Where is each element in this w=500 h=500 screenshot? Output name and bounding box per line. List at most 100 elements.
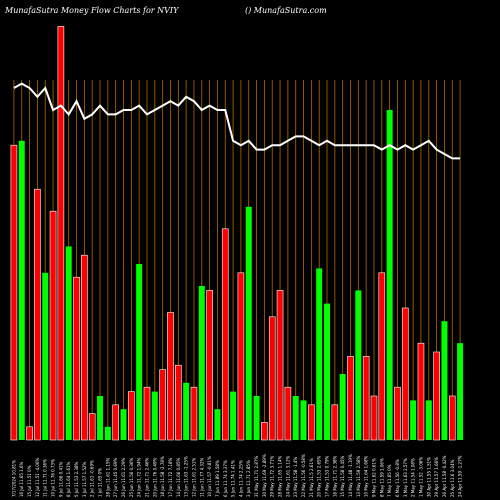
x-tick-label: 30 Apr 11.55 1.51% [426,457,431,497]
flow-bar [370,395,378,441]
x-tick-label: 21 Jun 11.71 2.46% [144,457,149,497]
x-tick-label: 11 Jul 11.71 0.36% [43,459,48,497]
x-tick-label: 23 May 11.58 -1.4% [293,457,298,497]
x-tick-label: 28 May 11.65 1.14% [278,455,283,497]
x-tick-label: 30 May 11.69 -2.89% [262,454,267,497]
x-tick-label: 25 Jun 11.56 0.36% [129,457,134,497]
flow-bar [394,386,401,441]
flow-bar [88,413,96,441]
flow-bar [316,268,323,440]
flow-bar [112,404,119,441]
flow-bar [183,382,190,440]
x-tick-label: 4 Jun 11.74 2.25% [238,460,243,497]
flow-bar [284,386,292,441]
x-tick-label: 18 Jun 11.58 -2.78% [160,456,165,497]
flow-bar [221,228,229,441]
x-tick-label: 26 Apr 11.58 -0.42% [442,455,447,497]
x-tick-label: 1 May 11.52 -3.06% [418,457,423,497]
x-tick-label: 27 Jun 11.45 0.69% [113,457,118,497]
x-tick-label: 10 Jun 11.57 -0.81% [207,456,212,497]
x-tick-label: 14 May 11.48 -1.19% [348,454,353,497]
flow-bar [65,246,72,440]
flow-bar [10,144,18,441]
flow-bar [174,364,182,441]
x-tick-label: 24 May 11.61 3.12% [285,455,290,497]
x-tick-label: 3 Jul 11.57 1.52% [82,461,87,497]
flow-bar [433,351,440,441]
x-tick-label: 8 May 11.59 1.06% [379,458,384,497]
x-tick-label: 16 May 11.71 2.38% [332,455,337,497]
price-line-path [13,82,461,160]
x-tick-label: 14 Jun 11.66 0.85% [176,457,181,497]
x-tick-label: 15 May 11.58 0.45% [340,455,345,497]
flow-bar [331,404,339,441]
money-flow-bars [10,26,464,441]
flow-bar [167,312,174,441]
x-tick-label: 13 May 11.59 2.58% [356,455,361,497]
flow-bar [214,409,221,440]
x-tick-label: 17 May 11.53 0.79% [325,455,330,497]
x-tick-label: 26 Jun 11.61 2.29% [121,457,126,497]
x-tick-label: 24 Jun 11.72 1.94% [137,457,142,497]
flow-bar [136,264,143,440]
flow-bar [49,210,57,441]
flow-bar [73,276,80,441]
flow-bar [34,188,41,441]
x-tick-label: 31 May 11.71 2.87% [254,455,259,497]
flow-bar [268,316,276,441]
x-tick-label: 15 Jul 11.51 0% [27,465,32,497]
flow-bar [237,272,245,441]
x-tick-label: 25 Apr 11.6 3.04% [450,459,455,497]
flow-bar [339,374,346,440]
x-tick-label: 10 Jul 11.76 0.73% [51,459,56,497]
flow-bar [324,303,331,440]
flow-bar [425,400,432,440]
flow-bar [300,400,307,440]
flow-bar [198,286,205,440]
flow-bar [253,396,260,440]
flow-bar [151,391,158,440]
flow-bar [417,342,425,441]
flow-bar [26,426,33,441]
x-tick-label: 2 Jul 11.61 -0.69% [90,460,95,497]
x-tick-label: 3 May 11.63 2.57% [403,458,408,497]
flow-bar [120,409,127,440]
x-axis-labels: 7/17/2024 10.81% 16 Jul 11.65 1.6% 15 Jul … [11,454,462,497]
chart-title: MunafaSutra Money Flow Charts for NVIY [5,6,179,15]
x-tick-label: 22 May 11.56 -0.58% [301,454,306,497]
flow-bar [190,386,198,441]
x-tick-label: 9 May 11.62 0.61% [371,458,376,497]
flow-bar [97,396,104,440]
x-tick-label: 7 Jun 11.89 1.58% [215,460,220,497]
x-tick-label: 29 May 11.72 3.71% [270,455,275,497]
x-tick-label: 29 Apr 11.57 1.66% [434,457,439,497]
flow-bar [104,426,111,440]
x-tick-label: 8 Jul 11.64 1.61% [66,461,71,497]
flow-bar [448,395,456,441]
flow-bar [143,386,151,441]
flow-bar [410,400,417,440]
flow-bar [42,272,49,440]
price-line [13,82,461,160]
flow-bar [386,110,393,440]
x-tick-label: 16 Jul 11.65 1.6% [19,461,24,497]
flow-bar [81,254,88,441]
flow-bar [230,391,237,440]
flow-bar [276,290,284,441]
flow-bar [57,26,65,441]
flow-bar [401,307,409,441]
flow-bar [378,272,386,441]
x-tick-label: 12 Jun 11.61 2.51% [191,457,196,497]
x-tick-label: 7/17/2024 10.81% [11,460,16,497]
flow-bar [159,369,166,441]
flow-bar [347,356,354,441]
x-tick-label: 5 Jun 11.74 1.41% [231,460,236,497]
x-tick-label: 12 Jul 11.51 -4.06% [35,457,40,497]
flow-bar [362,356,370,441]
x-tick-label: 11 Jun 11.77 4.32% [199,457,204,497]
x-tick-label: 10 May 11.64 1.68% [364,455,369,497]
x-tick-label: 6 Jun 11.74 3.37% [223,460,228,497]
x-tick-label: 1 Jul 11.65 0% [98,468,103,497]
flow-bar [128,391,135,441]
x-tick-label: 21 May 11.5 2.61% [309,458,314,497]
